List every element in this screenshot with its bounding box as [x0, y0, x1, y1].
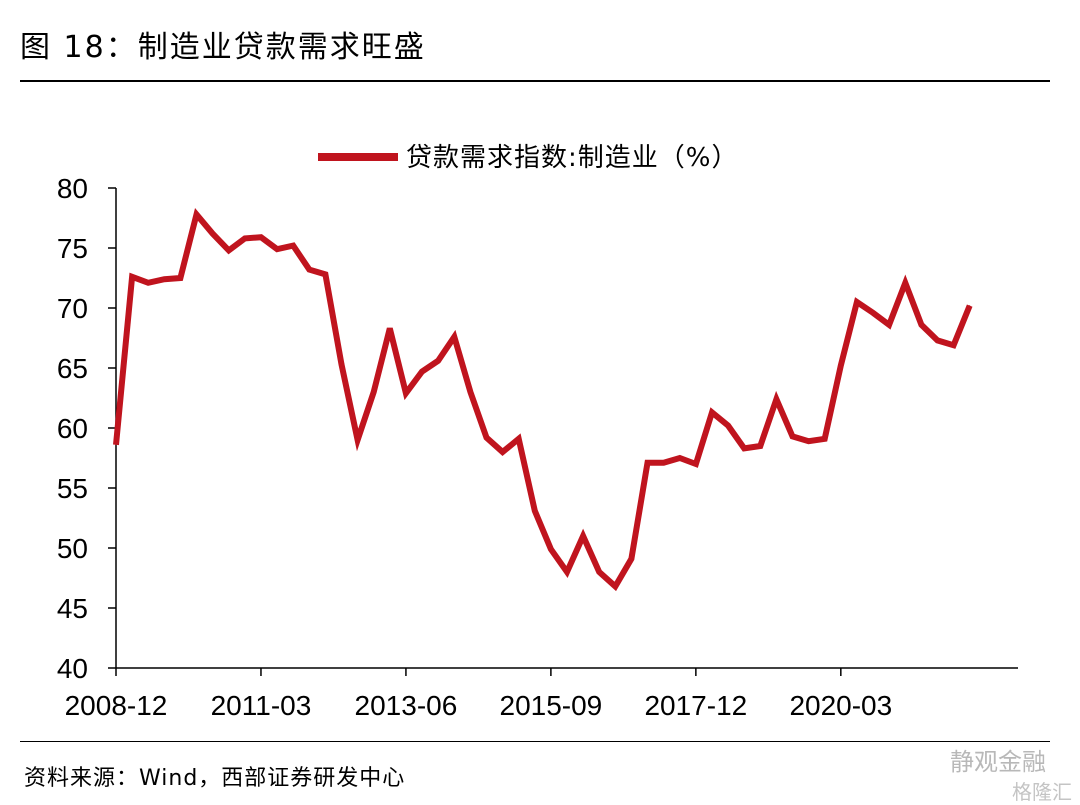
data-point [212, 233, 214, 235]
data-point [276, 248, 278, 250]
data-point [582, 535, 584, 537]
source-divider [20, 741, 1050, 742]
y-tick-label: 40 [57, 653, 88, 684]
data-point [824, 438, 826, 440]
data-point [920, 324, 922, 326]
y-tick-label: 50 [57, 533, 88, 564]
data-point [373, 391, 375, 393]
series-line [113, 207, 973, 592]
data-point [292, 245, 294, 247]
data-point [550, 548, 552, 550]
data-point [904, 282, 906, 284]
chart-axes: 40 45 50 55 60 65 70 75 80 2008-12 2011-03 2013-06 2… [57, 173, 1018, 721]
data-point [228, 249, 230, 251]
data-point [775, 398, 777, 400]
data-point [711, 411, 713, 413]
data-point [888, 324, 890, 326]
data-point [647, 462, 648, 464]
x-tick-label: 2020-03 [789, 690, 892, 721]
data-point [453, 336, 455, 338]
data-point [695, 463, 697, 465]
x-tick-label: 2013-06 [355, 690, 458, 721]
data-point [518, 438, 520, 440]
data-point [566, 571, 568, 573]
y-tick-label: 55 [57, 473, 88, 504]
x-tick-label: 2015-09 [500, 690, 603, 721]
y-tick-label: 70 [57, 293, 88, 324]
data-point [614, 585, 616, 587]
data-point [421, 371, 423, 373]
data-point [872, 312, 874, 314]
data-point [663, 462, 665, 464]
data-point [502, 451, 504, 453]
x-tick-label: 2008-12 [65, 690, 168, 721]
data-point [179, 277, 181, 279]
data-point [937, 339, 938, 341]
data-point [679, 457, 681, 459]
data-point [260, 236, 262, 238]
data-point [131, 276, 133, 278]
figure-title: 图 18：制造业贷款需求旺盛 [20, 30, 426, 65]
data-point [244, 237, 246, 239]
data-point [469, 391, 471, 393]
data-point [759, 445, 761, 447]
data-point [147, 282, 149, 284]
data-point [437, 360, 439, 362]
data-point [840, 365, 842, 367]
data-point [341, 363, 342, 365]
watermark-text: 静观金融 [950, 748, 1046, 776]
data-point [324, 273, 326, 275]
data-point [357, 439, 359, 441]
data-point [792, 435, 793, 437]
data-point [856, 301, 858, 303]
data-point [598, 571, 600, 573]
data-point [953, 344, 955, 346]
data-point [808, 440, 810, 442]
title-divider [20, 80, 1050, 82]
data-point [727, 425, 729, 427]
x-tick-label: 2011-03 [211, 690, 312, 721]
y-tick-label: 60 [57, 413, 88, 444]
data-point [534, 510, 536, 512]
data-point [196, 213, 197, 215]
y-tick-label: 80 [57, 173, 88, 204]
x-tick-label: 2017-12 [644, 690, 747, 721]
data-point [115, 444, 117, 446]
data-point [308, 269, 310, 271]
y-tick-label: 75 [57, 233, 88, 264]
data-point [389, 327, 391, 329]
watermark-logo-text: 格隆汇 [1012, 780, 1072, 804]
y-tick-label: 45 [57, 593, 88, 624]
chart-legend: 贷款需求指数:制造业（%） [318, 143, 738, 173]
data-point [405, 392, 407, 394]
data-point [630, 558, 632, 560]
y-tick-label: 65 [57, 353, 88, 384]
data-point [743, 447, 745, 449]
data-point [486, 437, 487, 439]
data-point [969, 305, 971, 307]
legend-label: 贷款需求指数:制造业（%） [406, 143, 738, 173]
data-point [163, 278, 165, 280]
chart-series [113, 207, 973, 592]
source-note: 资料来源：Wind，西部证券研发中心 [24, 766, 406, 791]
